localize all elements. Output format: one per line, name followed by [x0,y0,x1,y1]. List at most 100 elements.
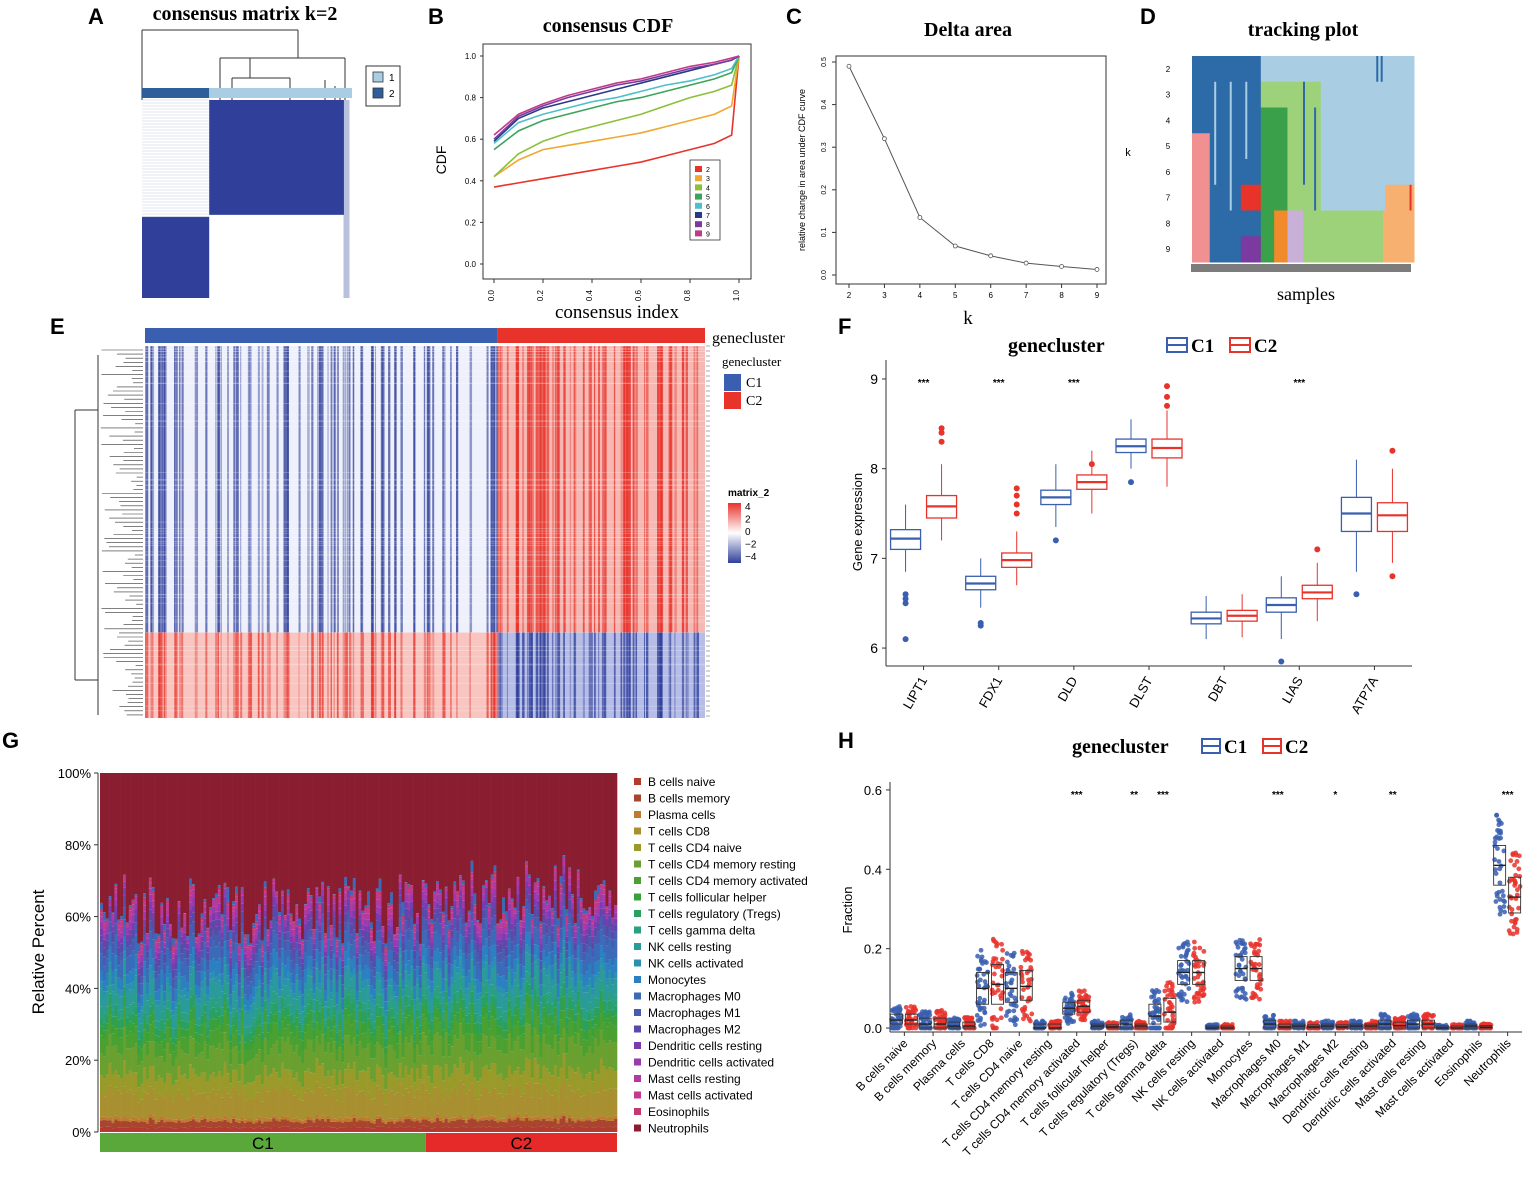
heat-stripe-down [285,632,287,718]
bar-segment-neutrophils [344,773,348,878]
bar-segment [447,1027,451,1035]
bar-segment [168,1127,173,1132]
stacked-bars-g [100,773,618,1132]
bar-segment [338,1021,342,1031]
bar-segment [303,923,308,930]
bar-segment [145,1041,150,1056]
bar-segment [436,1008,440,1019]
bar-segment [384,1104,388,1122]
bar-segment [519,954,523,965]
heat-stripe-up [165,346,167,633]
bar-segment [553,889,557,899]
bar-segment [134,954,138,970]
bar-segment [490,1089,494,1116]
bar-segment [358,1120,362,1128]
bar-segment [484,881,489,888]
bar-segment [194,1074,198,1095]
bar-segment [269,1002,273,1013]
bar-segment [151,1088,155,1116]
bar-segment [171,988,175,1002]
bar-segment [275,1039,279,1073]
bar-segment [329,1118,333,1122]
bar-segment [154,962,158,972]
bar-segment-fill [499,919,503,923]
bar-segment [401,1043,405,1058]
bar-segment [257,1116,262,1121]
bar-segment [502,1127,506,1132]
bar-segment-fill [364,905,368,908]
bar-segment-fill [473,893,477,905]
bar-segment [209,927,213,938]
bar-segment [286,995,290,1006]
bar-segment-neutrophils [324,773,328,934]
bar-segment [134,994,138,1007]
bar-segment-neutrophils [372,773,377,942]
row-label-k2: 2 [1166,65,1171,74]
bar-segment [183,1012,187,1022]
bar-segment [266,1118,270,1122]
bar-segment [459,1057,463,1081]
bar-segment [263,952,267,969]
heat-stripe-down [693,632,696,718]
bar-segment [243,938,247,943]
bar-segment-fill [160,902,164,905]
bar-segment [145,1055,150,1079]
bar-segment [441,1020,445,1030]
bar-segment [602,915,606,926]
bar-segment [401,1078,405,1096]
bar-segment [326,939,331,957]
bar-segment-fill [407,884,411,887]
bar-segment [315,962,319,969]
bar-segment [197,951,201,957]
bar-segment-neutrophils [203,773,207,900]
bar-segment [392,996,397,1008]
bar-segment [588,1072,592,1091]
bar-segment [556,969,560,984]
bar-segment-neutrophils [108,773,112,897]
bar-segment [243,1085,247,1102]
bar-segment [183,1037,187,1054]
bar-segment [361,1120,365,1128]
bar-segment [585,1030,589,1041]
bar-segment [134,1015,138,1027]
bar-segment [530,921,535,927]
bar-segment [240,895,244,904]
bar-segment [203,1041,207,1073]
heat-stripe-down [400,632,403,718]
bar-segment [599,1058,603,1084]
bar-segment [232,911,236,919]
bar-segment [315,1081,319,1115]
bar-segment [243,1127,247,1132]
bar-segment [134,969,138,976]
bar-segment [286,1069,290,1092]
bar-segment [502,1030,506,1039]
heat-stripe-up [620,346,623,633]
heat-stripe-down [499,632,502,718]
bar-segment [234,1046,239,1070]
bar-segment [226,1007,230,1017]
bar-segment [255,1092,259,1120]
bar-segment [387,977,391,986]
bar-segment [510,1015,514,1027]
heat-stripe-up [158,346,160,633]
bar-segment [467,913,471,921]
bar-segment [177,920,181,931]
bar-segment [309,989,313,1000]
bar-segment [160,1078,164,1096]
bar-segment [602,908,606,916]
bar-segment [324,941,328,947]
bar-segment [476,926,480,933]
heat-stripe-down [322,632,324,718]
bar-segment [496,1007,500,1019]
bar-segment [461,1063,466,1085]
bar-segment [134,1127,138,1132]
bar-segment [384,1054,388,1069]
bar-segment-fill [303,904,308,905]
bar-segment [183,958,187,976]
bar-segment [223,904,227,916]
bar-segment [438,952,443,969]
bar-segment [191,1038,196,1069]
bar-segment-fill [214,893,219,898]
bar-segment [381,1075,385,1094]
